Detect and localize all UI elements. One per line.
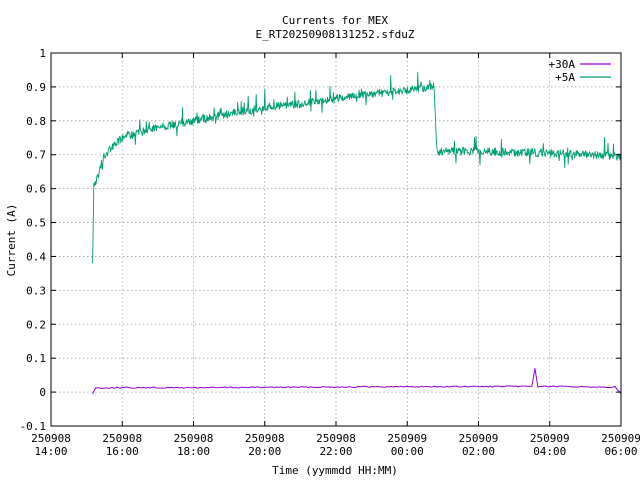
y-tick-label: -0.1 xyxy=(20,420,47,433)
x-tick-date: 250908 xyxy=(316,432,356,445)
x-axis-label: Time (yymmdd HH:MM) xyxy=(272,464,398,477)
x-tick-time: 00:00 xyxy=(391,445,424,458)
x-tick-time: 18:00 xyxy=(177,445,210,458)
y-tick-label: 0.5 xyxy=(26,217,46,230)
y-tick-label: 0.9 xyxy=(26,81,46,94)
y-tick-label: 0.8 xyxy=(26,115,46,128)
series-line-5a xyxy=(92,71,622,264)
x-tick-time: 16:00 xyxy=(106,445,139,458)
x-tick-time: 20:00 xyxy=(248,445,281,458)
x-tick-date: 250909 xyxy=(530,432,570,445)
x-tick-time: 02:00 xyxy=(462,445,495,458)
x-tick-date: 250908 xyxy=(174,432,214,445)
chart-subtitle: E_RT20250908131252.sfduZ xyxy=(256,28,415,41)
x-tick-date: 250908 xyxy=(31,432,71,445)
y-axis: -0.1 0 0.1 0.2 0.3 0.4 0.5 0.6 0.7 0.8 0.9 1 xyxy=(20,47,621,433)
series-line-30a xyxy=(92,367,622,395)
y-axis-label: Current (A) xyxy=(5,204,18,277)
x-tick-date: 250908 xyxy=(245,432,285,445)
y-tick-label: 0.3 xyxy=(26,284,46,297)
x-tick-time: 06:00 xyxy=(604,445,637,458)
x-tick-date: 250909 xyxy=(601,432,640,445)
x-axis: 25090814:0025090816:0025090818:002509082… xyxy=(31,53,640,458)
y-tick-label: 1 xyxy=(39,47,46,60)
x-tick-date: 250908 xyxy=(102,432,142,445)
y-tick-label: 0 xyxy=(39,386,46,399)
y-tick-label: 0.2 xyxy=(26,318,46,331)
x-tick-date: 250909 xyxy=(387,432,427,445)
legend-label: +30A xyxy=(549,58,576,71)
x-tick-time: 22:00 xyxy=(319,445,352,458)
y-tick-label: 0.7 xyxy=(26,149,46,162)
y-tick-label: 0.1 xyxy=(26,352,46,365)
x-tick-date: 250909 xyxy=(459,432,499,445)
chart-title: Currents for MEX xyxy=(282,14,388,27)
legend-label: +5A xyxy=(555,71,575,84)
series-lines xyxy=(92,71,622,395)
y-tick-label: 0.6 xyxy=(26,183,46,196)
y-tick-label: 0.4 xyxy=(26,250,46,263)
x-tick-time: 04:00 xyxy=(533,445,566,458)
x-tick-time: 14:00 xyxy=(34,445,67,458)
legend: +30A+5A xyxy=(549,58,611,84)
